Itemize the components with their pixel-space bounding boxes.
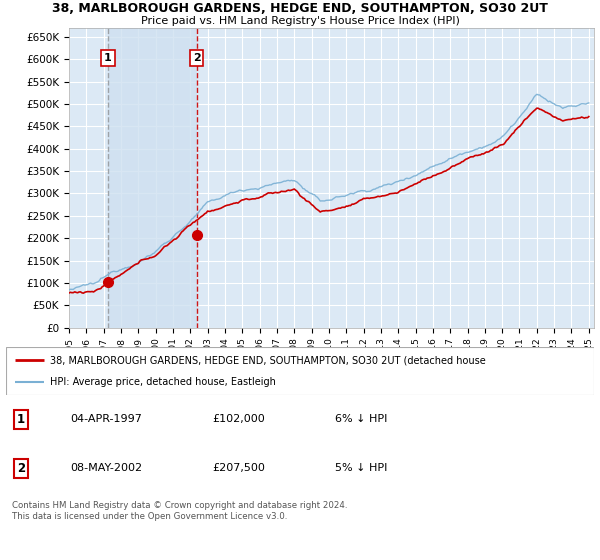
Text: 08-MAY-2002: 08-MAY-2002 — [71, 463, 143, 473]
Text: 38, MARLBOROUGH GARDENS, HEDGE END, SOUTHAMPTON, SO30 2UT (detached house: 38, MARLBOROUGH GARDENS, HEDGE END, SOUT… — [50, 355, 486, 365]
Text: 6% ↓ HPI: 6% ↓ HPI — [335, 414, 388, 424]
Text: Contains HM Land Registry data © Crown copyright and database right 2024.
This d: Contains HM Land Registry data © Crown c… — [12, 501, 347, 521]
Text: £207,500: £207,500 — [212, 463, 265, 473]
Text: 2: 2 — [17, 461, 25, 475]
Text: Price paid vs. HM Land Registry's House Price Index (HPI): Price paid vs. HM Land Registry's House … — [140, 16, 460, 26]
Text: 38, MARLBOROUGH GARDENS, HEDGE END, SOUTHAMPTON, SO30 2UT: 38, MARLBOROUGH GARDENS, HEDGE END, SOUT… — [52, 2, 548, 15]
Text: £102,000: £102,000 — [212, 414, 265, 424]
Text: 5% ↓ HPI: 5% ↓ HPI — [335, 463, 388, 473]
Text: 2: 2 — [193, 53, 200, 63]
Text: 1: 1 — [104, 53, 112, 63]
Text: 1: 1 — [17, 413, 25, 426]
Text: 04-APR-1997: 04-APR-1997 — [71, 414, 143, 424]
Bar — [108, 28, 197, 328]
Text: HPI: Average price, detached house, Eastleigh: HPI: Average price, detached house, East… — [50, 377, 276, 387]
